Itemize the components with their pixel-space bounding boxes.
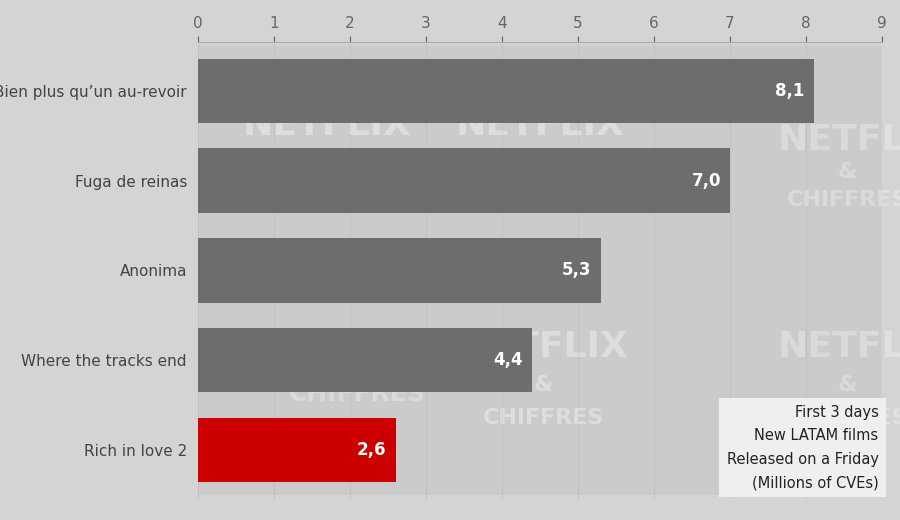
- Bar: [198, 148, 730, 213]
- Text: CHIFFRES: CHIFFRES: [289, 382, 426, 406]
- Text: NETFLIX: NETFLIX: [459, 330, 628, 363]
- Text: NETFLIX: NETFLIX: [455, 108, 625, 142]
- Text: 8,1: 8,1: [775, 82, 805, 100]
- Text: 2,6: 2,6: [357, 441, 386, 459]
- Text: CHIFFRES: CHIFFRES: [483, 408, 605, 428]
- Text: CHIFFRES: CHIFFRES: [788, 408, 900, 428]
- Text: First 3 days
New LATAM films
Released on a Friday
(Millions of CVEs): First 3 days New LATAM films Released on…: [726, 405, 878, 490]
- Bar: [198, 238, 601, 303]
- Text: 7,0: 7,0: [691, 172, 721, 190]
- Text: NETFLI: NETFLI: [778, 123, 900, 157]
- Text: NETFLI: NETFLI: [778, 330, 900, 363]
- Bar: [198, 405, 882, 495]
- Bar: [198, 59, 814, 123]
- Text: &: &: [838, 375, 858, 395]
- Text: CHIFFRES: CHIFFRES: [788, 190, 900, 211]
- Bar: [198, 315, 882, 405]
- Bar: [198, 418, 396, 482]
- Bar: [198, 328, 533, 393]
- Bar: [198, 136, 882, 226]
- Text: 5,3: 5,3: [562, 262, 591, 279]
- Bar: [198, 46, 882, 136]
- Text: &: &: [838, 162, 858, 181]
- Text: &: &: [534, 375, 554, 395]
- Text: NETFLIX: NETFLIX: [243, 108, 411, 142]
- Bar: [198, 226, 882, 315]
- Text: 4,4: 4,4: [494, 351, 523, 369]
